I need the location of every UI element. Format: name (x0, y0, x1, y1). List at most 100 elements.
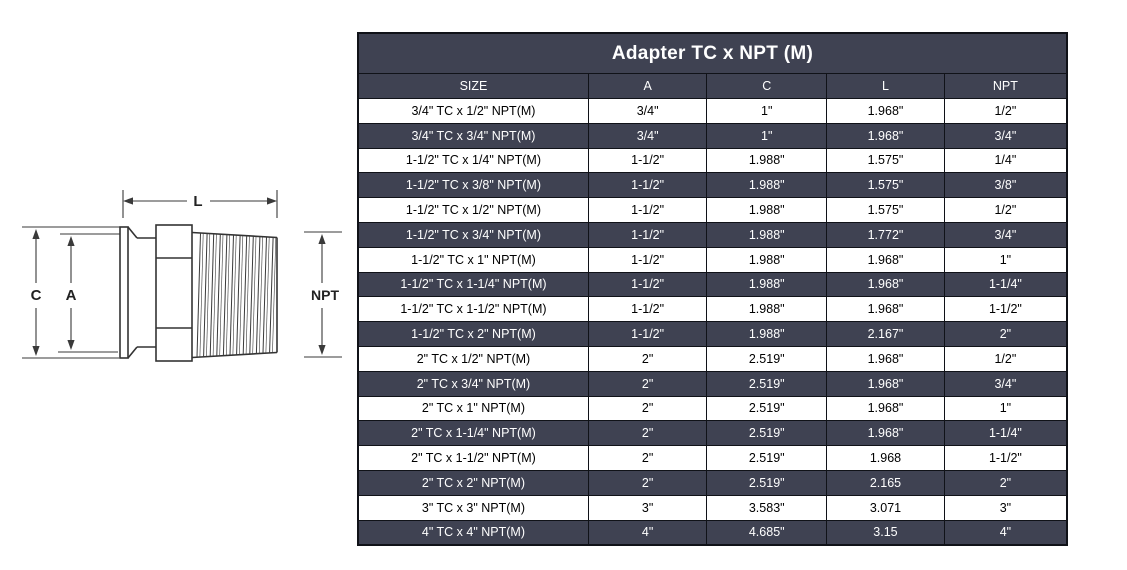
table-cell: 1.968" (826, 345, 945, 372)
table-cell: 1" (706, 98, 828, 124)
dimension-c: C (22, 226, 121, 359)
table-cell: 1-1/2" (587, 246, 708, 273)
dim-label-c: C (31, 287, 42, 304)
table-cell: 3" TC x 3" NPT(M) (357, 494, 589, 521)
table-cell: 2.519" (706, 345, 828, 372)
table-cell: 1.968" (826, 296, 945, 323)
spec-table-body: 3/4" TC x 1/2" NPT(M) 3/4" 1" 1.968" 1/2" 3/4… (357, 98, 1068, 546)
table-cell: 1-1/2" TC x 1/4" NPT(M) (357, 147, 589, 174)
table-cell: 2" TC x 1-1/4" NPT(M) (357, 420, 589, 447)
table-cell: 1.988" (706, 172, 828, 199)
fitting-diagram: L C A (22, 190, 342, 362)
table-row: 3/4" TC x 3/4" NPT(M) 3/4" 1" 1.968" 3/4" (357, 122, 1068, 149)
table-cell: 1-1/2" (943, 296, 1068, 323)
table-cell: 1.575" (826, 147, 945, 174)
spec-table: Adapter TC x NPT (M) SIZE A C L NPT 3/4"… (357, 32, 1068, 547)
table-cell: 2" TC x 1-1/2" NPT(M) (357, 445, 589, 471)
table-cell: 1-1/2" (587, 221, 708, 248)
table-cell: 3/4" (943, 122, 1068, 149)
table-cell: 1-1/2" (587, 271, 708, 298)
table-cell: 2" TC x 2" NPT(M) (357, 469, 589, 496)
table-header-row: SIZE A C L NPT (357, 73, 1068, 99)
table-cell: 1/2" (943, 197, 1068, 223)
table-row: 4" TC x 4" NPT(M) 4" 4.685" 3.15 4" (357, 519, 1068, 546)
table-cell: 1.968" (826, 395, 945, 422)
column-header-a: A (587, 73, 708, 99)
table-cell: 1-1/2" TC x 3/4" NPT(M) (357, 221, 589, 248)
table-cell: 1.968" (826, 98, 945, 124)
dim-label-l: L (193, 193, 202, 210)
table-cell: 1.988" (706, 321, 828, 347)
table-cell: 2" TC x 3/4" NPT(M) (357, 370, 589, 397)
column-header-l: L (826, 73, 945, 99)
table-cell: 2" (943, 469, 1068, 496)
table-cell: 2" (943, 321, 1068, 347)
table-cell: 2.519" (706, 420, 828, 447)
table-row: 1-1/2" TC x 3/8" NPT(M) 1-1/2" 1.988" 1.575… (357, 172, 1068, 199)
table-cell: 1.968 (826, 445, 945, 471)
table-cell: 3/4" (943, 221, 1068, 248)
table-cell: 3.583" (706, 494, 828, 521)
table-cell: 1-1/2" TC x 1-1/4" NPT(M) (357, 271, 589, 298)
table-cell: 1-1/2" (587, 321, 708, 347)
table-cell: 1/2" (943, 345, 1068, 372)
table-cell: 4" (943, 519, 1068, 546)
table-cell: 1-1/2" TC x 1" NPT(M) (357, 246, 589, 273)
table-cell: 3" (943, 494, 1068, 521)
dimension-npt: NPT (304, 231, 342, 358)
table-cell: 1.988" (706, 221, 828, 248)
table-cell: 2" TC x 1/2" NPT(M) (357, 345, 589, 372)
table-cell: 1" (706, 122, 828, 149)
table-row: 2" TC x 1-1/4" NPT(M) 2" 2.519" 1.968" 1-1/4… (357, 420, 1068, 447)
table-cell: 1.968" (826, 370, 945, 397)
table-cell: 1.988" (706, 296, 828, 323)
column-header-c: C (706, 73, 828, 99)
table-cell: 1" (943, 246, 1068, 273)
table-row: 1-1/2" TC x 2" NPT(M) 1-1/2" 1.988" 2.167" 2… (357, 321, 1068, 347)
table-cell: 2.519" (706, 445, 828, 471)
table-row: 2" TC x 1" NPT(M) 2" 2.519" 1.968" 1" (357, 395, 1068, 422)
table-cell: 1.968" (826, 122, 945, 149)
thread-lines (196, 233, 277, 357)
table-cell: 1.772" (826, 221, 945, 248)
table-cell: 3" (587, 494, 708, 521)
table-cell: 1-1/2" (587, 172, 708, 199)
table-cell: 2.519" (706, 469, 828, 496)
table-row: 2" TC x 2" NPT(M) 2" 2.519" 2.165 2" (357, 469, 1068, 496)
table-cell: 4" (587, 519, 708, 546)
table-title: Adapter TC x NPT (M) (357, 32, 1068, 74)
table-row: 2" TC x 3/4" NPT(M) 2" 2.519" 1.968" 3/4" (357, 370, 1068, 397)
table-cell: 1-1/2" TC x 1-1/2" NPT(M) (357, 296, 589, 323)
table-cell: 1" (943, 395, 1068, 422)
table-cell: 1.988" (706, 197, 828, 223)
table-cell: 1/2" (943, 98, 1068, 124)
table-cell: 2.167" (826, 321, 945, 347)
table-row: 1-1/2" TC x 1" NPT(M) 1-1/2" 1.988" 1.968" 1… (357, 246, 1068, 273)
table-row: 1-1/2" TC x 1-1/4" NPT(M) 1-1/2" 1.988" 1.9… (357, 271, 1068, 298)
table-cell: 1.968" (826, 271, 945, 298)
table-cell: 3.15 (826, 519, 945, 546)
table-cell: 3/4" TC x 1/2" NPT(M) (357, 98, 589, 124)
table-cell: 4" TC x 4" NPT(M) (357, 519, 589, 546)
table-cell: 1-1/4" (943, 271, 1068, 298)
table-cell: 1-1/2" TC x 1/2" NPT(M) (357, 197, 589, 223)
table-cell: 1.575" (826, 172, 945, 199)
table-cell: 3.071 (826, 494, 945, 521)
table-row: 1-1/2" TC x 1/4" NPT(M) 1-1/2" 1.988" 1.575… (357, 147, 1068, 174)
table-title-row: Adapter TC x NPT (M) (357, 32, 1068, 74)
table-cell: 1.968" (826, 420, 945, 447)
table-cell: 3/4" TC x 3/4" NPT(M) (357, 122, 589, 149)
table-row: 1-1/2" TC x 1/2" NPT(M) 1-1/2" 1.988" 1.575… (357, 197, 1068, 223)
table-row: 2" TC x 1/2" NPT(M) 2" 2.519" 1.968" 1/2" (357, 345, 1068, 372)
table-cell: 2.519" (706, 395, 828, 422)
table-cell: 1-1/2" (587, 197, 708, 223)
table-cell: 2" TC x 1" NPT(M) (357, 395, 589, 422)
dimension-a: A (58, 233, 120, 353)
table-cell: 1-1/2" (587, 147, 708, 174)
table-row: 1-1/2" TC x 3/4" NPT(M) 1-1/2" 1.988" 1.772… (357, 221, 1068, 248)
dim-label-a: A (66, 287, 77, 304)
table-cell: 2" (587, 395, 708, 422)
table-cell: 3/4" (943, 370, 1068, 397)
dimension-l: L (122, 190, 278, 218)
